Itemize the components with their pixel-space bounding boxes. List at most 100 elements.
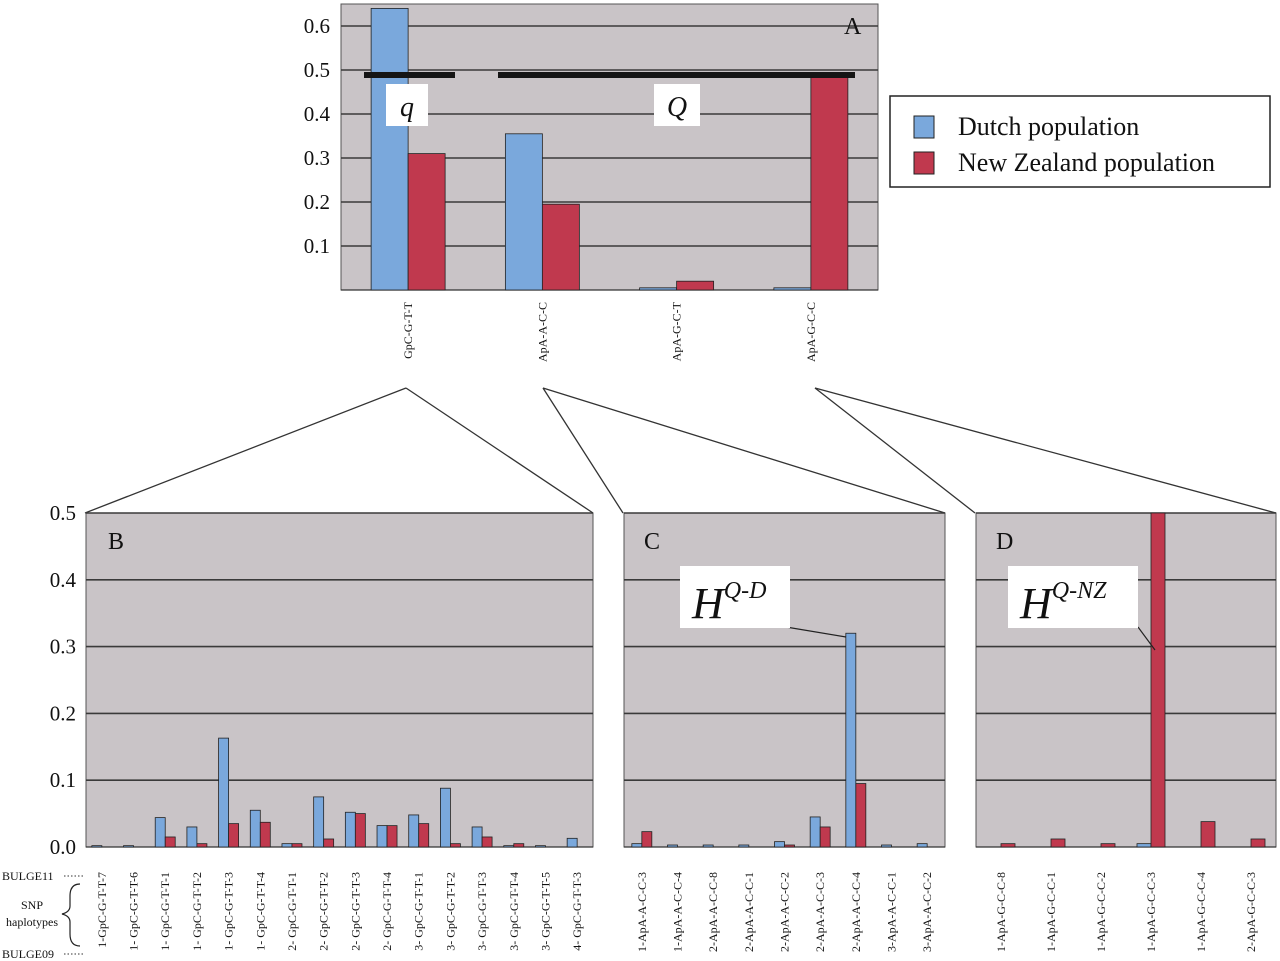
- bar-nz: [259, 821, 271, 848]
- bar-nz: [1000, 843, 1016, 848]
- category-label: 3- GpC-G-T-T-3: [475, 872, 489, 951]
- plot-background: [85, 512, 594, 848]
- bulge09-label: BULGE09: [2, 947, 54, 961]
- bar-nz: [407, 153, 446, 291]
- bar-nz: [1200, 821, 1216, 848]
- bar-dutch: [91, 845, 103, 848]
- category-label: 2- GpC-G-T-T-1: [285, 872, 299, 951]
- legend-swatch-nz: [913, 151, 935, 175]
- bar-dutch: [809, 816, 821, 848]
- bar-nz: [1050, 838, 1066, 848]
- category-label: 3-ApA-A-C-C-1: [885, 872, 899, 952]
- category-label: 3- GpC-G-T-T-5: [538, 872, 552, 951]
- Q-label-box: [654, 84, 700, 126]
- bar-dutch: [881, 844, 892, 848]
- panel-a: 0.1 0.2 0.3 0.4 0.5 0.6 A GpC-G-T-T ApA-A-C-C ApA…: [304, 3, 879, 362]
- bar-dutch: [773, 287, 812, 291]
- category-label: 1- GpC-G-T-T-4: [253, 872, 267, 951]
- category-label: ApA-G-C-T: [670, 301, 684, 361]
- bar-nz: [641, 831, 653, 848]
- hqd-main: H: [691, 579, 726, 628]
- bulge-notes: BULGE11 SNP haplotypes BULGE09: [2, 869, 84, 961]
- category-label: ApA-G-C-C: [804, 302, 818, 362]
- hqd-box: [680, 566, 790, 628]
- Q-annotation: Q: [654, 84, 700, 126]
- category-label: ApA-A-C-C: [535, 302, 549, 362]
- bar-dutch: [154, 817, 166, 848]
- bar-dutch: [639, 287, 678, 291]
- bar-dutch: [738, 844, 750, 848]
- category-label: 2- GpC-G-T-T-4: [380, 872, 394, 951]
- snp-label-2: haplotypes: [6, 915, 58, 929]
- panel-d: D 1-ApA-G-C-C-8 1-ApA-G-C-C-1 1-ApA-G-C-C-2…: [975, 512, 1277, 952]
- hqnz-main: H: [1019, 579, 1054, 628]
- hqd-sup: Q-D: [724, 578, 767, 604]
- bar-dutch: [566, 837, 578, 848]
- category-label: 1- GpC-G-T-T-3: [222, 872, 236, 951]
- snp-brace: [61, 883, 81, 947]
- category-label: 1-ApA-A-C-C-3: [635, 872, 649, 952]
- category-label: 3- GpC-G-T-T-2: [443, 872, 457, 951]
- q-range-bar: [364, 72, 455, 78]
- category-label: 2-ApA-G-C-C-3: [1244, 872, 1258, 952]
- bar-dutch: [845, 632, 857, 848]
- connector-line: [84, 387, 407, 514]
- bar-dutch: [504, 133, 543, 291]
- y-tick-label: 0.1: [304, 234, 330, 258]
- connector-line: [814, 387, 976, 514]
- y-tick-label: 0.5: [304, 58, 330, 82]
- category-label: 2- GpC-G-T-T-3: [348, 872, 362, 951]
- bar-dutch: [667, 844, 678, 848]
- y-tick-label: 0.6: [304, 14, 330, 38]
- y-tick-label: 0.4: [50, 568, 77, 592]
- bar-dutch: [370, 7, 409, 291]
- y-tick-label: 0.4: [304, 102, 331, 126]
- bar-dutch: [631, 843, 643, 848]
- bar-dutch: [281, 843, 293, 848]
- bar-dutch: [916, 843, 928, 848]
- connector-lines: [84, 387, 1277, 514]
- category-label: 2-ApA-A-C-C-3: [813, 872, 827, 952]
- category-label: 1- GpC-G-T-T-2: [190, 872, 204, 951]
- category-label: 1-ApA-G-C-C-4: [1194, 872, 1208, 952]
- bar-nz: [1150, 512, 1166, 848]
- category-label: 2-ApA-A-C-C-4: [849, 872, 863, 952]
- bar-nz: [784, 844, 795, 848]
- y-tick-label: 0.3: [50, 635, 76, 659]
- bar-dutch: [344, 811, 356, 848]
- bar-nz: [513, 843, 525, 848]
- bar-dutch: [503, 845, 515, 848]
- y-tick-label: 0.1: [50, 768, 76, 792]
- bar-dutch: [249, 809, 261, 848]
- bar-dutch: [313, 796, 325, 848]
- bar-nz: [323, 838, 335, 848]
- bar-dutch: [123, 845, 134, 848]
- hqd-callout: HQ-D: [680, 566, 847, 638]
- bar-nz: [819, 826, 831, 848]
- panel-letter: A: [844, 14, 862, 40]
- q-label-box: [386, 84, 428, 126]
- bar-dutch: [535, 845, 546, 848]
- panel-b: 0.0 0.1 0.2 0.3 0.4 0.5 B 1-GpC-G-T-T-7 1- GpC-G…: [50, 501, 594, 951]
- bar-nz: [164, 836, 176, 848]
- connector-line: [542, 387, 946, 514]
- bar-nz: [196, 843, 208, 848]
- category-label: 1- GpC-G-T-T-6: [127, 872, 141, 951]
- hqnz-box: [1008, 566, 1138, 628]
- hqnz-callout: HQ-NZ: [1008, 566, 1156, 651]
- bar-dutch: [702, 844, 714, 848]
- category-label: 2-ApA-A-C-C-8: [706, 872, 720, 952]
- bar-dutch: [471, 826, 483, 848]
- category-label: 1-GpC-G-T-T-7: [95, 872, 109, 948]
- legend: Dutch population New Zealand population: [889, 95, 1271, 188]
- y-tick-label: 0.0: [50, 835, 76, 859]
- bar-nz: [418, 823, 430, 848]
- bar-dutch: [186, 826, 198, 848]
- category-label: 2-ApA-A-C-C-1: [742, 872, 756, 952]
- bar-dutch: [376, 825, 388, 848]
- legend-label-nz: New Zealand population: [958, 148, 1215, 177]
- hqd-pointer: [785, 626, 847, 638]
- plot-background: [340, 3, 879, 291]
- bar-nz: [291, 843, 303, 848]
